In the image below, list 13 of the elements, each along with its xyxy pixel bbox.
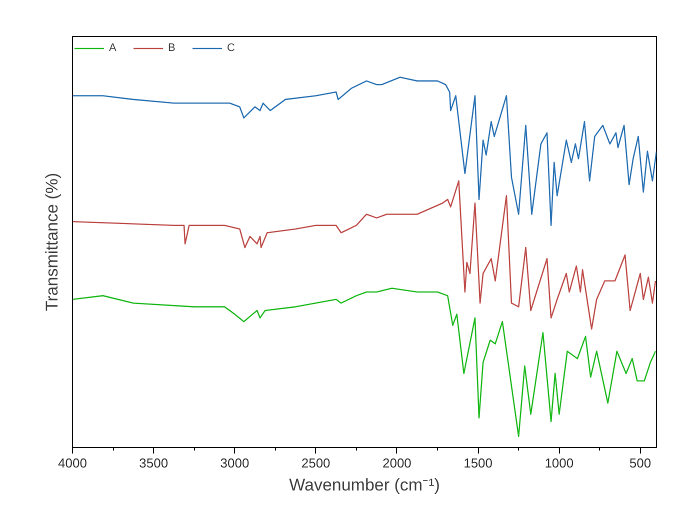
x-tick-label: 2500 [301,456,330,470]
x-axis-title: Wavenumber (cm⁻¹) [289,476,440,494]
y-axis-title: Transmittance (%) [42,172,62,312]
x-tick-label: 2000 [382,456,412,470]
x-tick-label: 3500 [139,456,168,470]
x-tick-label: 500 [629,456,652,470]
legend-label: A [109,42,118,54]
x-tick-label: 1000 [544,456,574,470]
x-tick-label: 3000 [220,456,250,470]
x-tick-label: 4000 [58,456,87,470]
legend-label: B [168,42,176,54]
x-tick-label: 1500 [464,456,493,470]
legend-label: C [227,42,236,54]
